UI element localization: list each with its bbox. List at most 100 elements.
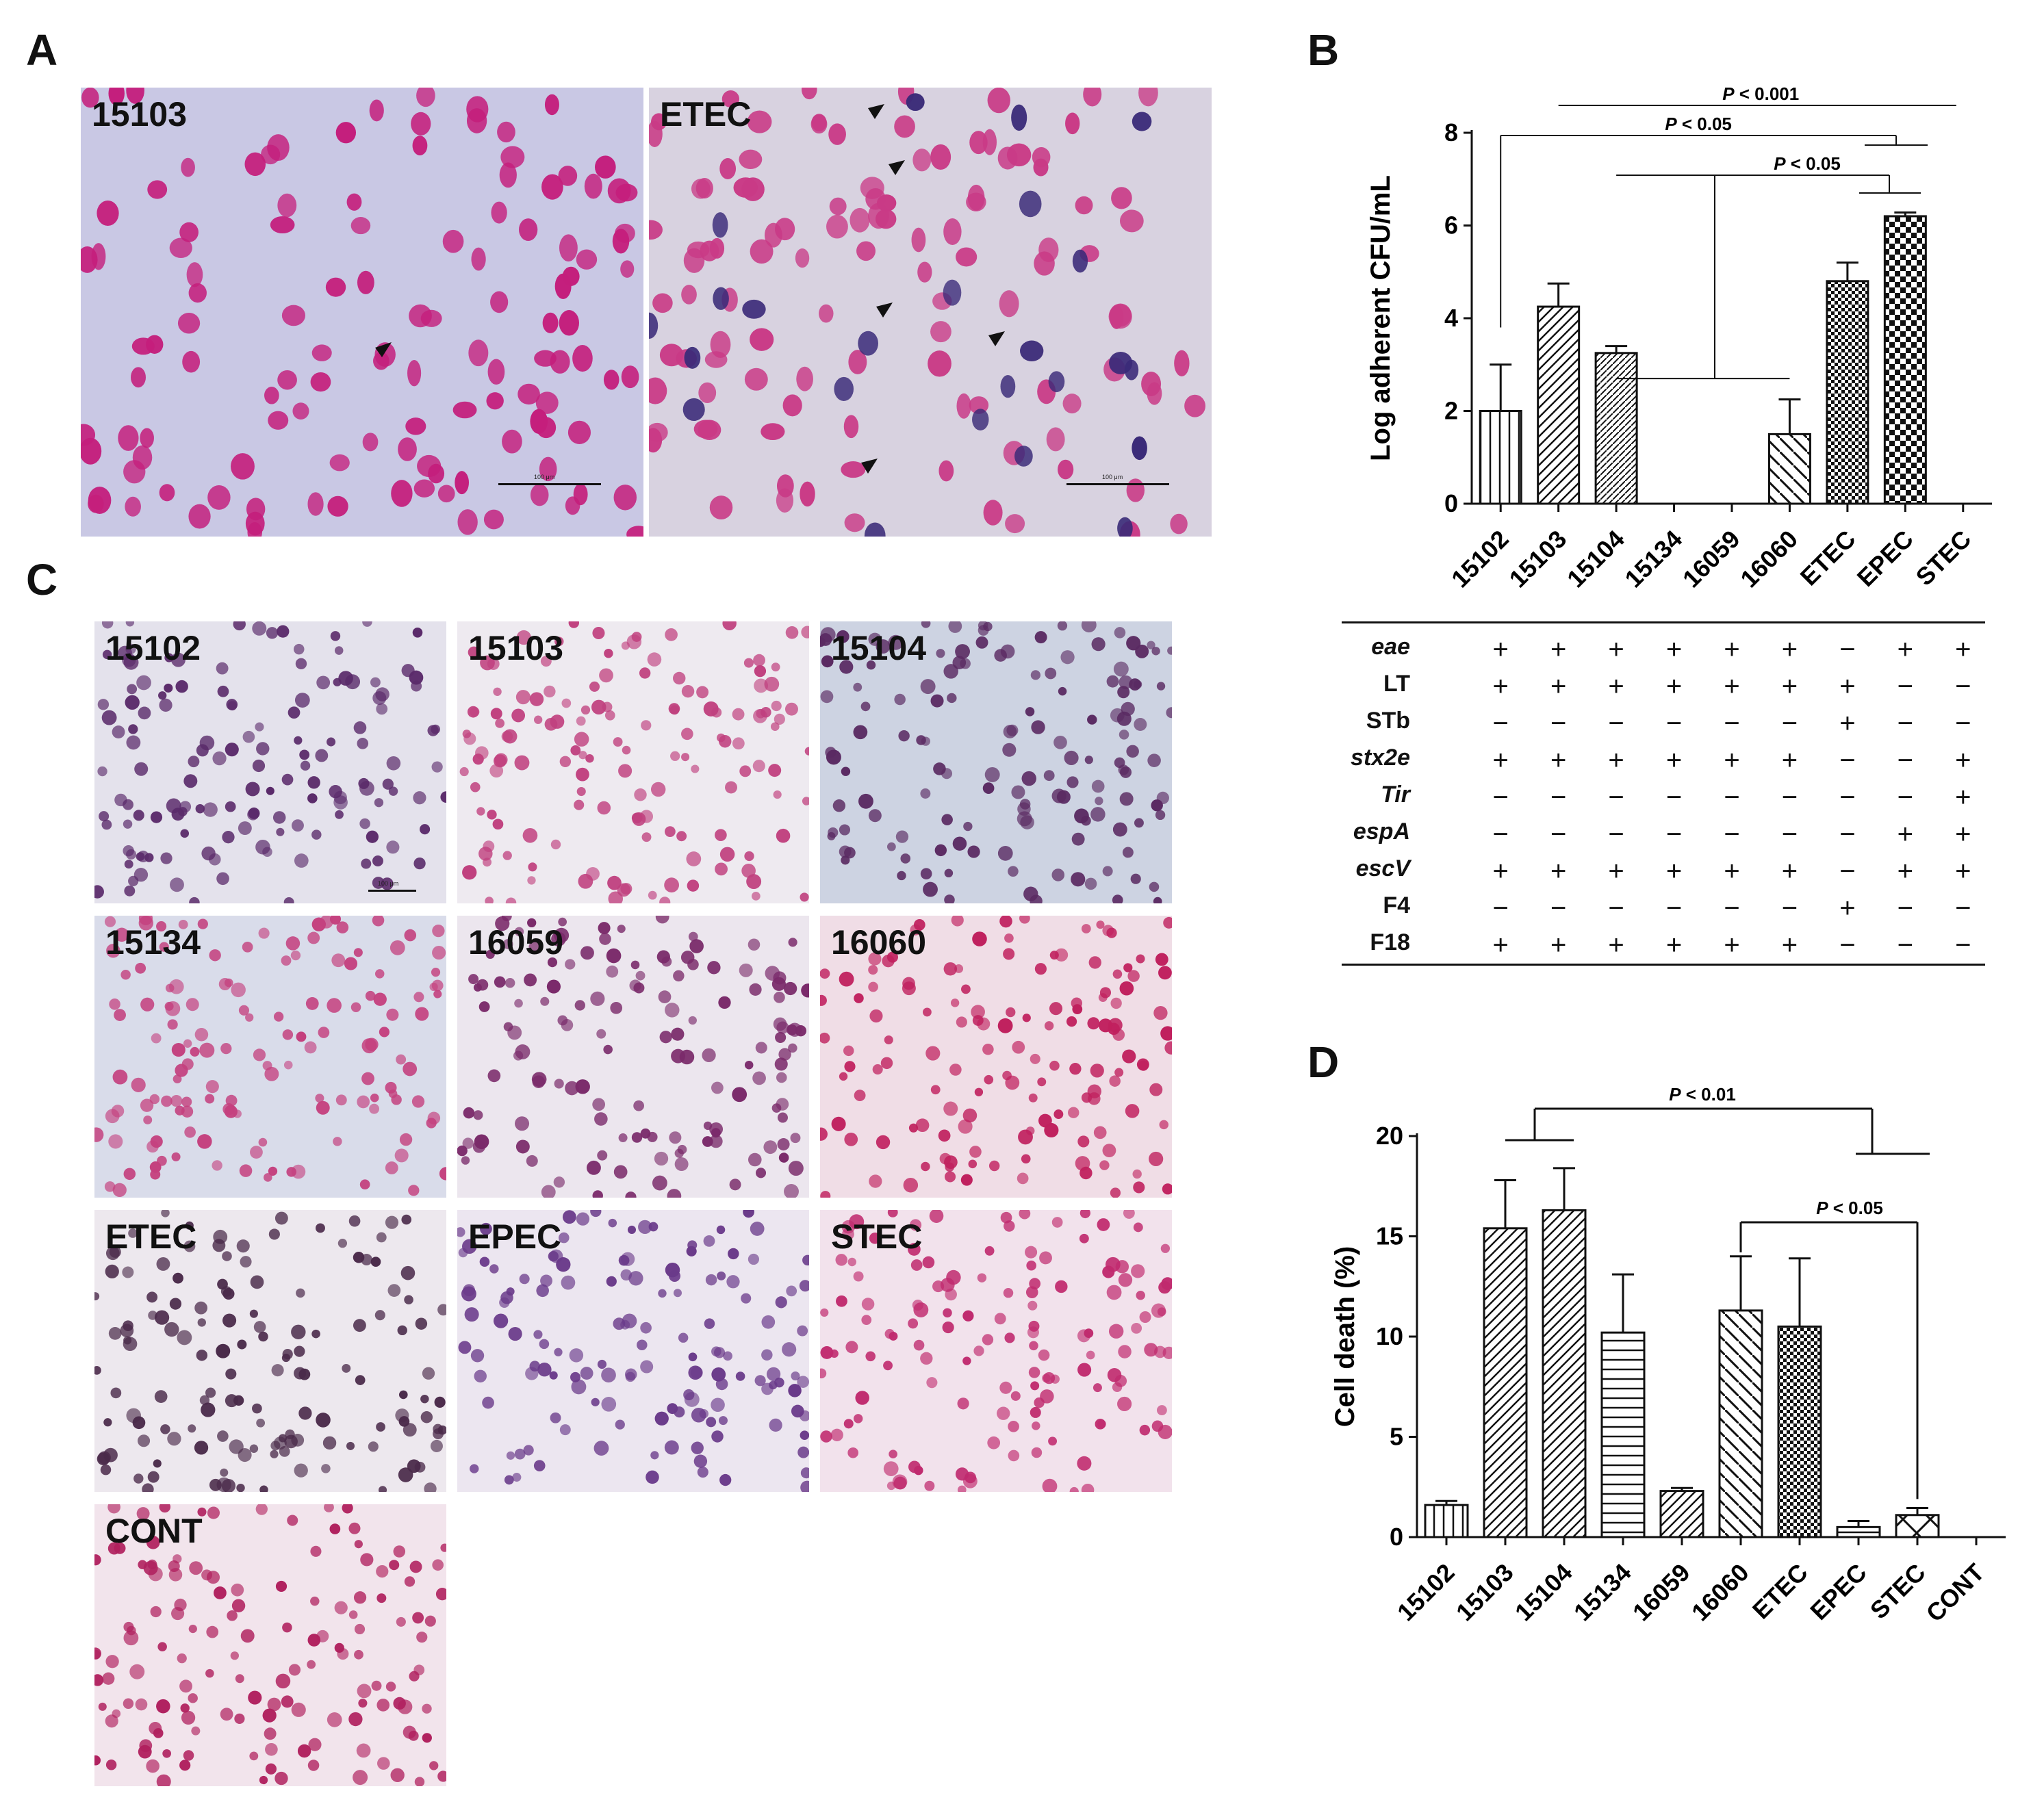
bar-ETEC xyxy=(1826,280,1869,505)
y-tick-label: 20 xyxy=(1376,1122,1403,1150)
gene-cell: − xyxy=(1608,819,1624,849)
bar-15103 xyxy=(1537,305,1581,505)
micrograph-label: ETEC xyxy=(660,95,752,133)
gene-cell: + xyxy=(1839,893,1856,923)
micrograph-label: CONT xyxy=(105,1512,203,1550)
gene-cell: + xyxy=(1955,856,1971,886)
micrograph-label: 15103 xyxy=(468,629,564,667)
bar-EPEC xyxy=(1836,1525,1881,1538)
gene-cell: − xyxy=(1665,893,1683,923)
gene-cell: + xyxy=(1839,671,1856,701)
gene-cell: − xyxy=(1492,782,1509,812)
gene-cell: + xyxy=(1724,930,1740,960)
gene-cell: − xyxy=(1781,782,1798,812)
bar-16060 xyxy=(1767,433,1811,505)
gene-name: eae xyxy=(1371,634,1410,660)
gene-cell: + xyxy=(1492,930,1509,960)
x-tick-label: 15134 xyxy=(1568,1558,1637,1627)
bar-15102 xyxy=(1424,1504,1469,1538)
significance-label: P < 0.001 xyxy=(1722,83,1799,104)
gene-cell: − xyxy=(1492,893,1509,923)
gene-cell: − xyxy=(1897,782,1913,812)
gene-cell: − xyxy=(1955,708,1971,738)
gene-row-lt: LT + + + + + + + − − xyxy=(1342,667,1985,706)
gene-name: escV xyxy=(1355,855,1410,881)
gene-cell: + xyxy=(1955,782,1971,812)
gene-cell: + xyxy=(1608,930,1624,960)
y-tick-label: 8 xyxy=(1444,118,1458,146)
x-tick-label: EPEC xyxy=(1852,525,1919,592)
x-tick-label: 15103 xyxy=(1451,1558,1519,1627)
micrograph-c-epec: EPEC xyxy=(457,1210,809,1492)
micrograph-c-16060: 16060 xyxy=(820,916,1172,1198)
gene-name: F4 xyxy=(1383,892,1410,918)
gene-cell: + xyxy=(1724,856,1740,886)
micrograph-label: 15103 xyxy=(92,95,188,133)
scale-bar-label: 100 μm xyxy=(1102,474,1123,480)
x-tick-label: 15103 xyxy=(1504,525,1572,593)
gene-cell: + xyxy=(1781,634,1798,665)
gene-cell: − xyxy=(1839,745,1856,775)
micrograph-c-stec: STEC xyxy=(820,1210,1172,1492)
gene-name: stx2e xyxy=(1351,745,1410,771)
gene-cell: − xyxy=(1839,782,1856,812)
y-tick-label: 10 xyxy=(1376,1322,1403,1350)
gene-cell: − xyxy=(1955,893,1971,923)
gene-cell: + xyxy=(1897,634,1913,665)
micrograph-image xyxy=(94,621,446,903)
gene-cell: + xyxy=(1955,634,1971,665)
gene-cell: + xyxy=(1550,745,1567,775)
y-tick-label: 5 xyxy=(1390,1423,1403,1451)
y-axis-label: Cell death (%) xyxy=(1330,1246,1360,1427)
micrograph-image xyxy=(649,88,1212,537)
gene-cell: − xyxy=(1608,708,1624,738)
significance-label: P < 0.01 xyxy=(1669,1084,1736,1105)
gene-cell: + xyxy=(1665,634,1683,665)
chart-d-cell-death: 0 5 10 15 20 151021510315104151341605916060ET… xyxy=(1330,1084,2006,1627)
x-tick-label: ETEC xyxy=(1747,1558,1813,1625)
gene-cell: − xyxy=(1608,893,1624,923)
gene-cell: − xyxy=(1550,819,1567,849)
micrograph-a-etec: ETEC 100 μm xyxy=(649,88,1212,537)
micrograph-image xyxy=(457,916,809,1198)
gene-cell: + xyxy=(1665,930,1683,960)
x-tick-label: ETEC xyxy=(1795,525,1861,591)
x-tick-label: 16060 xyxy=(1686,1558,1754,1627)
table-rule-top xyxy=(1342,621,1985,623)
gene-name: F18 xyxy=(1370,929,1410,955)
x-tick-label: STEC xyxy=(1911,525,1977,591)
gene-cell: + xyxy=(1724,634,1740,665)
x-tick-label: 15102 xyxy=(1392,1558,1460,1627)
panel-letter-a: A xyxy=(26,25,58,75)
gene-cell: + xyxy=(1550,671,1567,701)
x-tick-label: CONT xyxy=(1921,1558,1990,1627)
gene-cell: + xyxy=(1608,856,1624,886)
gene-cell: + xyxy=(1781,671,1798,701)
gene-row-eae: eae + + + + + + − + + xyxy=(1342,630,1985,669)
gene-name: LT xyxy=(1383,671,1410,697)
gene-cell: − xyxy=(1839,856,1856,886)
gene-cell: − xyxy=(1550,708,1567,738)
gene-cell: + xyxy=(1608,745,1624,775)
micrograph-c-cont: CONT xyxy=(94,1504,446,1786)
scale-bar xyxy=(1066,483,1169,485)
x-tick-label: 15104 xyxy=(1509,1558,1578,1627)
micrograph-image xyxy=(94,916,446,1198)
micrograph-c-15134: 15134 xyxy=(94,916,446,1198)
gene-cell: + xyxy=(1897,856,1913,886)
micrograph-image xyxy=(820,916,1172,1198)
y-tick-label: 0 xyxy=(1444,489,1458,517)
micrograph-label: STEC xyxy=(831,1217,923,1256)
y-axis-label: Log adherent CFU/mL xyxy=(1366,175,1396,461)
gene-row-f4: F4 − − − − − − + − − xyxy=(1342,888,1985,928)
panel-letter-d: D xyxy=(1307,1038,1340,1087)
x-tick-label: 16060 xyxy=(1735,525,1803,593)
micrograph-image xyxy=(81,88,643,537)
gene-cell: − xyxy=(1897,745,1913,775)
gene-name: Tir xyxy=(1381,782,1410,808)
micrograph-label: 16059 xyxy=(468,923,564,962)
gene-cell: + xyxy=(1724,745,1740,775)
x-tick-label: 16059 xyxy=(1677,525,1746,593)
gene-cell: − xyxy=(1665,819,1683,849)
gene-cell: + xyxy=(1781,930,1798,960)
